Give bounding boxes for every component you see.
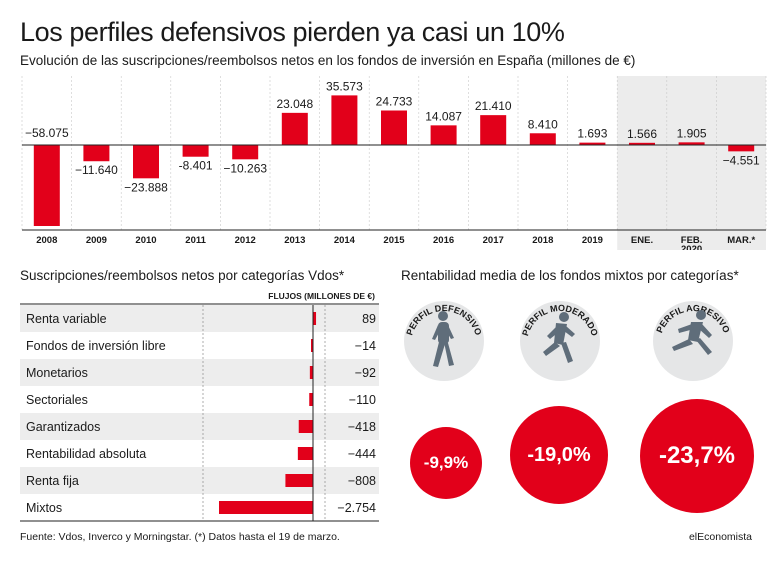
bar (728, 145, 755, 152)
row-label: Monetarios (26, 366, 88, 380)
bar (629, 142, 655, 145)
moderate-profile-figure: PERFIL MODERADO (520, 301, 600, 381)
chart-title: Los perfiles defensivos pierden ya casi … (20, 17, 565, 47)
chart-subtitle: Evolución de las suscripciones/reembolso… (20, 53, 636, 68)
tick-label: 2018 (532, 235, 553, 246)
column-header: FLUJOS (MILLONES DE €) (268, 291, 375, 301)
categories-table: FLUJOS (MILLONES DE €) Renta variable 89 Fo… (20, 291, 379, 522)
aggressive-profile-figure: PERFIL AGRESIVO (653, 301, 733, 381)
bar (678, 142, 705, 145)
data-label: -8.401 (179, 159, 213, 173)
tick-label: 2013 (284, 235, 305, 246)
row-background (20, 413, 379, 440)
data-label: 14.087 (425, 109, 462, 123)
aggressive-return-circle: -23,7% (640, 399, 754, 513)
categories-title: Suscripciones/reembolsos netos por categ… (20, 268, 345, 283)
tick-label: 2009 (86, 235, 107, 246)
row-label: Fondos de inversión libre (26, 339, 166, 353)
bar (297, 447, 313, 460)
defensive-return-circle: -9,9% (410, 427, 482, 499)
data-label: 1.566 (627, 127, 657, 141)
row-value: −808 (348, 474, 376, 488)
data-label: −11.640 (75, 163, 118, 177)
tick-label: 2016 (433, 235, 454, 246)
bar (311, 339, 313, 352)
brand-label: elEconomista (688, 531, 752, 543)
row-background (20, 305, 379, 332)
bar (298, 420, 313, 433)
row-value: −110 (349, 393, 376, 407)
moderate-return-circle: -19,0% (510, 406, 608, 504)
tick-label: 2008 (36, 235, 57, 246)
data-label: 8.410 (528, 117, 558, 131)
returns-title: Rentabilidad media de los fondos mixtos … (401, 268, 739, 283)
tick-label: 2015 (383, 235, 405, 246)
main-bar-chart: −58.075 2008 −11.640 2009 −23.888 2010 -8.401 2… (21, 76, 767, 250)
row-value: −2.754 (337, 501, 376, 515)
data-label: −23.888 (124, 180, 168, 194)
row-label: Rentabilidad absoluta (26, 447, 146, 461)
data-label: 24.733 (376, 95, 413, 109)
bar (33, 145, 60, 226)
bar (182, 145, 209, 157)
tick-label: 2014 (334, 235, 356, 246)
bar (313, 312, 317, 325)
row-value: −418 (348, 420, 376, 434)
row-value: 89 (362, 312, 376, 326)
walker-icon (432, 311, 454, 367)
bar (133, 145, 159, 179)
bar (480, 115, 507, 145)
data-label: 35.573 (326, 79, 363, 93)
row-value: −444 (348, 447, 376, 461)
row-label: Sectoriales (26, 393, 88, 407)
row-label: Renta fija (26, 474, 79, 488)
sprinter-icon (672, 310, 712, 355)
bar (430, 125, 457, 145)
tick-label: ENE. (631, 235, 653, 246)
bar (285, 474, 313, 487)
row-label: Garantizados (26, 420, 100, 434)
bar (381, 110, 407, 145)
row-background (20, 359, 379, 386)
bar (281, 112, 308, 145)
data-label: 1.693 (577, 127, 607, 141)
jogger-icon (543, 312, 575, 363)
year-2020-shade (617, 76, 766, 250)
data-label: 1.905 (677, 126, 707, 140)
bar (579, 142, 606, 145)
defensive-profile-figure: PERFIL DEFENSIVO (404, 301, 484, 381)
data-label: −4.551 (723, 153, 760, 167)
data-label: −58.075 (25, 126, 69, 140)
data-label: 21.410 (475, 99, 512, 113)
tick-label: 2011 (185, 235, 206, 246)
row-value: −14 (355, 339, 376, 353)
tick-label: MAR.* (727, 235, 755, 246)
bar (529, 133, 556, 145)
tick-label: 2012 (235, 235, 256, 246)
bar (232, 145, 259, 160)
tick-label: 2019 (582, 235, 603, 246)
tick-label: 2017 (483, 235, 504, 246)
bar (219, 501, 313, 514)
bar (309, 393, 313, 406)
tick-label: 2010 (135, 235, 156, 246)
row-background (20, 467, 379, 494)
row-label: Mixtos (26, 501, 62, 515)
bar (309, 366, 313, 379)
tick-label: FEB. (681, 235, 703, 246)
source-note: Fuente: Vdos, Inverco y Morningstar. (*)… (20, 531, 340, 543)
row-label: Renta variable (26, 312, 107, 326)
bar (331, 95, 358, 145)
data-label: −10.263 (223, 161, 267, 175)
row-value: −92 (355, 366, 376, 380)
bar (83, 145, 110, 162)
data-label: 23.048 (276, 97, 313, 111)
group-label: 2020 (681, 244, 702, 250)
